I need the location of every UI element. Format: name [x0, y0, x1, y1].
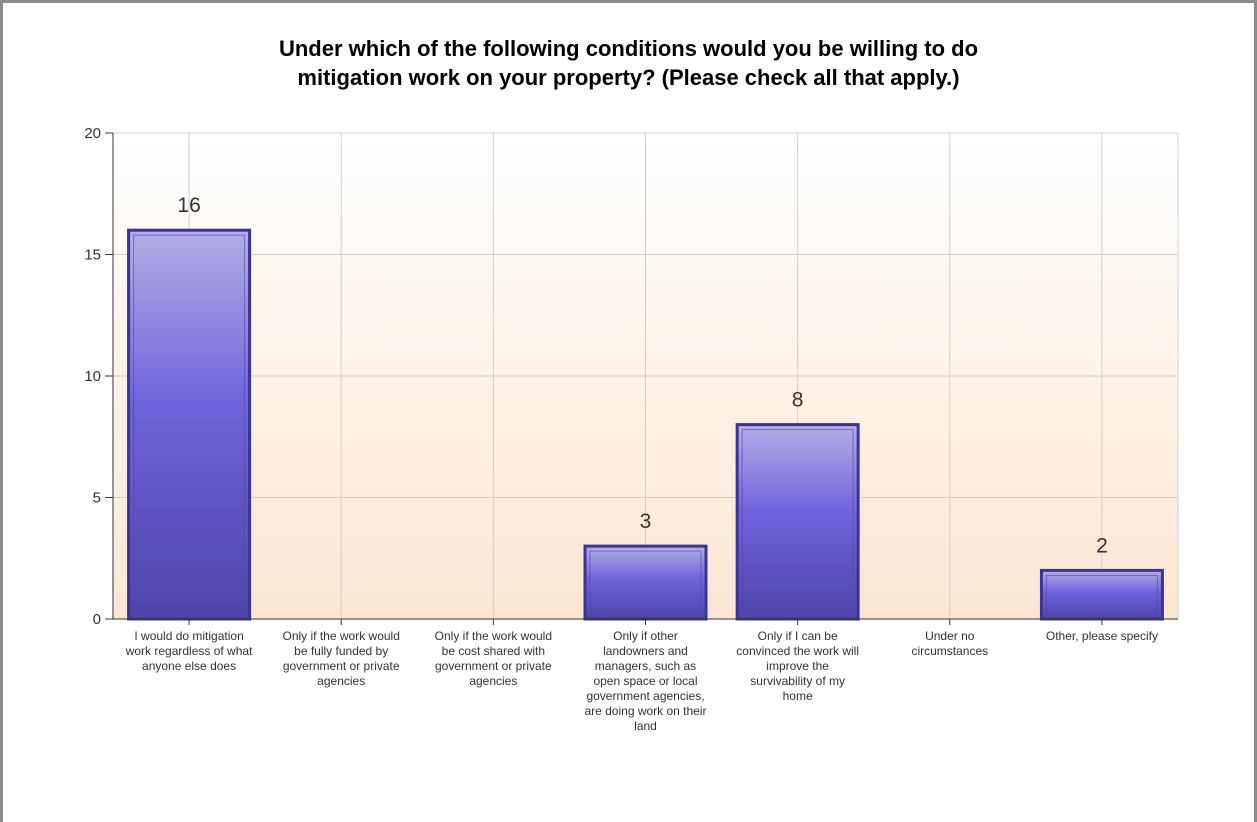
data-label: 3	[640, 510, 652, 533]
data-label: 8	[792, 389, 804, 412]
bar-bevel	[741, 429, 854, 615]
x-tick-label: Under no circumstances	[911, 629, 989, 658]
data-label: 2	[1096, 534, 1108, 557]
y-tick-label: 5	[93, 490, 101, 507]
data-label: 16	[177, 194, 200, 217]
axes: 0 5 10 15 20	[84, 125, 1178, 628]
y-tick-label: 15	[84, 247, 101, 264]
bar	[735, 423, 860, 621]
bar	[127, 228, 252, 621]
y-tick-label: 0	[93, 611, 101, 628]
bar-bevel	[133, 234, 246, 615]
bars	[127, 228, 1164, 621]
x-tick-label: I would do mitigation work regardless of…	[125, 629, 253, 673]
y-tick-label: 10	[84, 368, 101, 385]
data-labels: 16 3 8 2	[177, 194, 1107, 557]
x-tick-label: Only if other landowners and managers, s…	[584, 629, 707, 733]
y-tick-label: 20	[84, 125, 101, 142]
x-tick-label: Only if the work would be fully funded b…	[282, 629, 400, 688]
x-tick-label: Other, please specify	[1045, 629, 1158, 643]
x-tick-label: Only if I can be convinced the work will…	[736, 629, 859, 703]
bar-bevel	[1045, 574, 1158, 615]
bar	[1039, 568, 1164, 621]
bar	[583, 544, 708, 621]
bar-bevel	[589, 550, 702, 615]
x-tick-label: Only if the work would be cost shared wi…	[434, 629, 553, 688]
chart-title: Under which of the following conditions …	[278, 36, 979, 90]
